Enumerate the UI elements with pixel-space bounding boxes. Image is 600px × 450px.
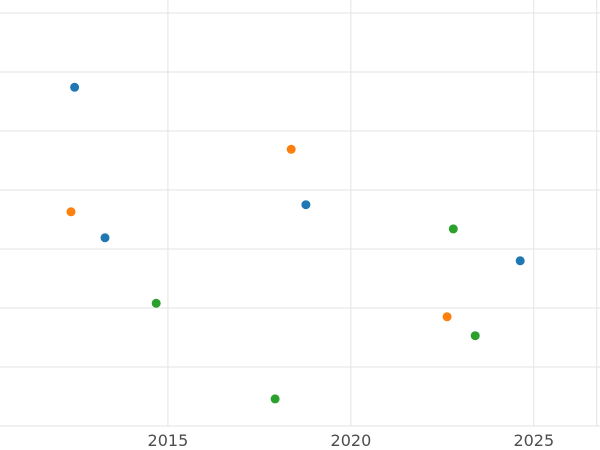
data-point: [442, 312, 452, 322]
gridlines: [0, 0, 600, 427]
series-green: [151, 224, 480, 404]
data-point: [270, 394, 280, 404]
x-tick-label: 2025: [513, 431, 554, 450]
x-tick-label: 2020: [331, 431, 372, 450]
data-point: [515, 256, 525, 266]
data-point: [470, 331, 480, 341]
series-orange: [66, 144, 452, 322]
data-point: [70, 82, 80, 92]
x-tick-label: 2015: [148, 431, 189, 450]
data-point: [151, 298, 161, 308]
data-point: [301, 200, 311, 210]
data-point: [286, 144, 296, 154]
x-axis-tick-labels: 2015 2020 2025: [148, 431, 555, 450]
data-point: [66, 207, 76, 217]
data-points: [66, 82, 525, 404]
data-point: [448, 224, 458, 234]
series-blue: [70, 82, 525, 266]
data-point: [100, 233, 110, 243]
